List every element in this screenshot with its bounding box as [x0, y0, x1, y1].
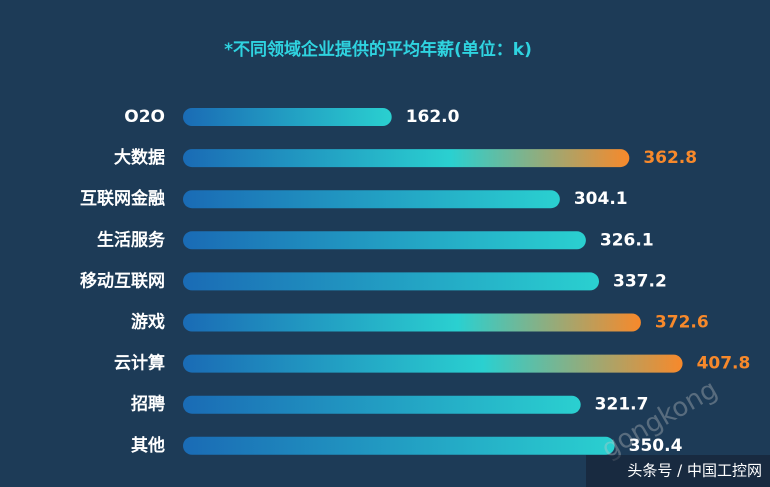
category-label: 其他	[131, 435, 165, 456]
value-label: 337.2	[613, 271, 667, 291]
category-label: 云计算	[114, 353, 165, 374]
bar	[183, 190, 560, 209]
bar	[183, 436, 615, 455]
bar	[183, 395, 581, 414]
value-label: 326.1	[600, 230, 654, 250]
value-label: 162.0	[406, 107, 460, 127]
bar	[183, 313, 641, 332]
value-label: 362.8	[643, 148, 697, 168]
category-label: 生活服务	[97, 229, 166, 250]
bar	[183, 108, 392, 126]
bar	[183, 354, 683, 373]
value-label: 372.6	[655, 313, 709, 333]
bar	[183, 149, 630, 168]
category-label: 游戏	[131, 312, 165, 333]
value-label: 321.7	[595, 395, 649, 415]
footer: 头条号 / 中国工控网	[627, 462, 762, 480]
chart-title: *不同领域企业提供的平均年薪(单位：k)	[224, 39, 532, 60]
category-label: 移动互联网	[80, 270, 165, 291]
bar	[183, 272, 600, 291]
footer-bg	[586, 455, 770, 487]
bar	[183, 231, 586, 250]
value-label: 304.1	[574, 189, 628, 209]
category-label: 大数据	[114, 147, 165, 168]
value-label: 350.4	[629, 436, 683, 456]
value-label: 407.8	[697, 354, 751, 374]
category-label: O2O	[124, 107, 165, 127]
category-label: 招聘	[131, 394, 165, 415]
category-label: 互联网金融	[80, 188, 165, 209]
